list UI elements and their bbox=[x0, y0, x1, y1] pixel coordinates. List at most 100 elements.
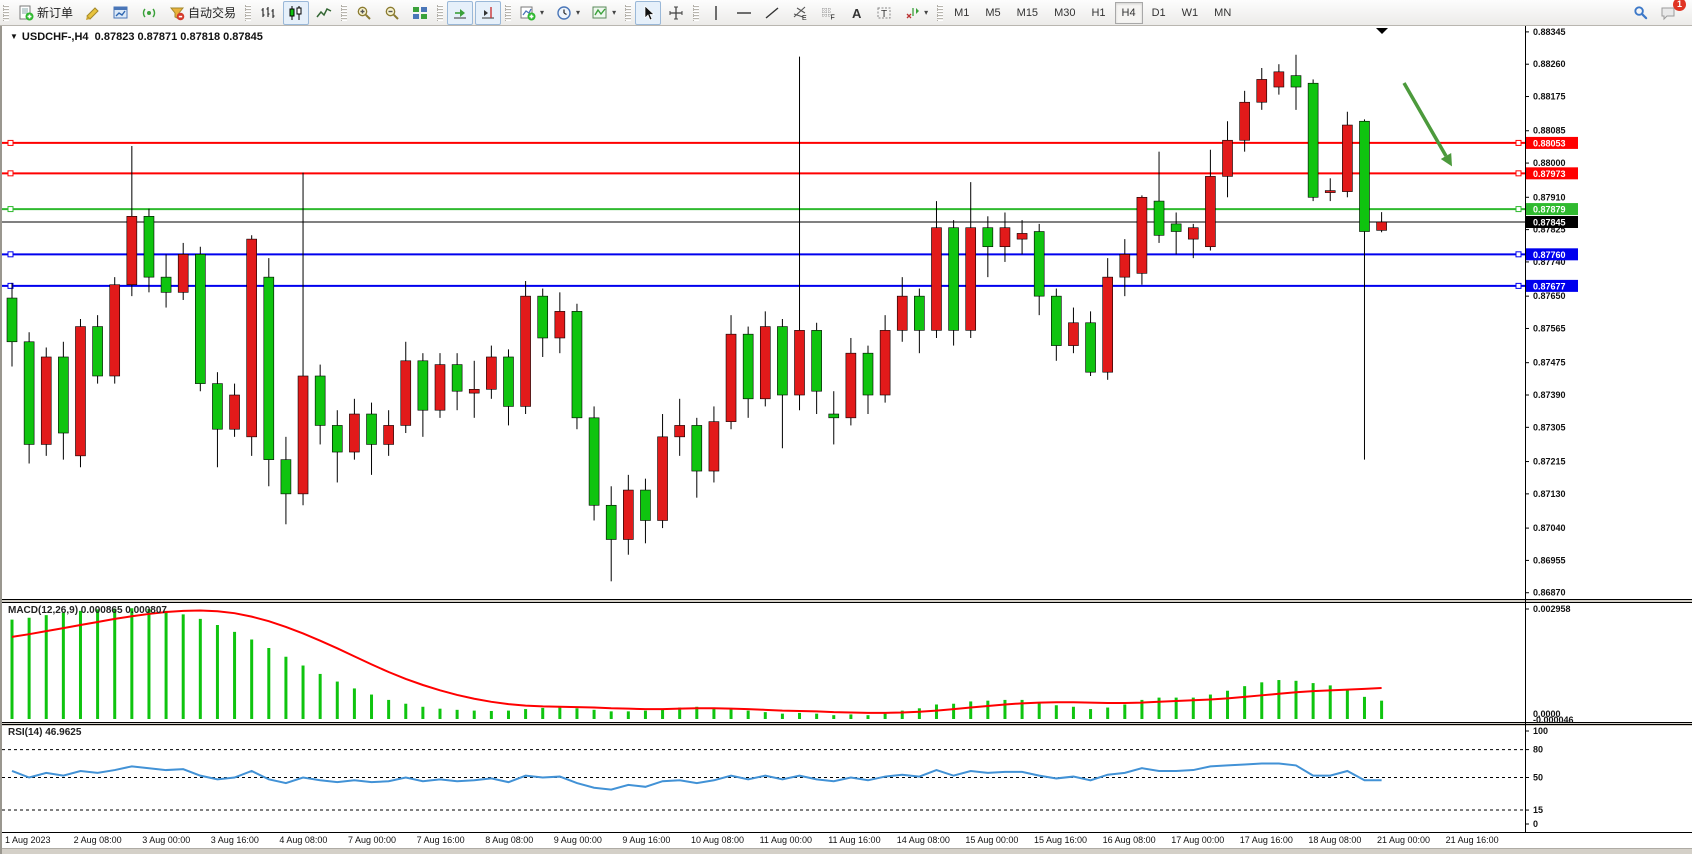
chart-shift-button[interactable] bbox=[475, 0, 502, 25]
candle-body[interactable] bbox=[1068, 322, 1079, 346]
pane-splitter-1[interactable] bbox=[2, 600, 1692, 603]
candle-body[interactable] bbox=[811, 330, 822, 392]
timeframe-m15-button[interactable]: M15 bbox=[1016, 6, 1039, 19]
chevron-down-icon[interactable]: ▾ bbox=[576, 8, 581, 17]
candle-body[interactable] bbox=[845, 352, 857, 419]
candle-body[interactable] bbox=[246, 238, 257, 438]
candle-body[interactable] bbox=[862, 352, 874, 396]
candle-body[interactable] bbox=[725, 333, 737, 422]
candle-body[interactable] bbox=[1033, 231, 1045, 297]
candle-body[interactable] bbox=[366, 413, 377, 445]
chat-button[interactable]: 1 bbox=[1655, 0, 1686, 25]
candle-body[interactable] bbox=[999, 227, 1011, 248]
candle-body[interactable] bbox=[314, 375, 326, 426]
candlestick-chart-button[interactable] bbox=[283, 0, 310, 25]
scrollbar-strip[interactable] bbox=[2, 848, 1692, 854]
trend-arrow-head[interactable] bbox=[1440, 153, 1452, 167]
candle-body[interactable] bbox=[349, 413, 360, 453]
tile-windows-button[interactable] bbox=[407, 1, 433, 25]
timeframe-w1-button[interactable]: W1 bbox=[1181, 6, 1199, 19]
candle-body[interactable] bbox=[58, 356, 69, 434]
candle-body[interactable] bbox=[1290, 75, 1302, 88]
candle-body[interactable] bbox=[1119, 254, 1131, 278]
candle-body[interactable] bbox=[1324, 190, 1336, 193]
candle-body[interactable] bbox=[1273, 71, 1285, 88]
vline-button[interactable] bbox=[703, 1, 729, 25]
candle-body[interactable] bbox=[126, 216, 138, 286]
candle-body[interactable] bbox=[417, 360, 429, 411]
candle-body[interactable] bbox=[177, 254, 189, 293]
candle-body[interactable] bbox=[331, 425, 343, 453]
autotrade-button[interactable]: 自动交易 bbox=[164, 1, 241, 25]
timeframe-h1-button[interactable]: H1 bbox=[1091, 6, 1106, 19]
candle-body[interactable] bbox=[1016, 233, 1028, 240]
candle-body[interactable] bbox=[588, 417, 600, 506]
line-chart-button[interactable] bbox=[311, 1, 337, 25]
signals-button[interactable] bbox=[136, 1, 162, 25]
candle-body[interactable] bbox=[982, 227, 994, 248]
timeframe-m30-button[interactable]: M30 bbox=[1054, 6, 1076, 19]
candle-body[interactable] bbox=[828, 413, 840, 419]
candle-body[interactable] bbox=[434, 364, 446, 411]
candle-body[interactable] bbox=[451, 364, 463, 392]
candle-body[interactable] bbox=[657, 436, 668, 521]
bar-chart-button[interactable] bbox=[255, 1, 281, 25]
crosshair-button[interactable] bbox=[663, 1, 689, 25]
candle-body[interactable] bbox=[1359, 120, 1370, 232]
toolbar-drag-handle[interactable] bbox=[3, 4, 9, 21]
candle-body[interactable] bbox=[1051, 295, 1062, 346]
candle-body[interactable] bbox=[263, 276, 275, 460]
candle-body[interactable] bbox=[280, 459, 292, 495]
candle-body[interactable] bbox=[1256, 79, 1268, 103]
candle-body[interactable] bbox=[229, 394, 240, 430]
candle-body[interactable] bbox=[468, 389, 480, 394]
resistance-1-handle-right[interactable] bbox=[1515, 139, 1522, 146]
candle-body[interactable] bbox=[160, 276, 172, 293]
equidistant-button[interactable]: F bbox=[815, 1, 841, 25]
open-chart-button[interactable] bbox=[108, 1, 134, 25]
candle-body[interactable] bbox=[777, 326, 788, 396]
candle-body[interactable] bbox=[896, 295, 908, 331]
chart-canvas[interactable]: 0.883450.882600.881750.880850.880000.879… bbox=[2, 26, 1692, 854]
support-green-handle-right[interactable] bbox=[1515, 206, 1522, 213]
timeframe-h4-button[interactable]: H4 bbox=[1114, 1, 1143, 24]
candle-body[interactable] bbox=[92, 326, 103, 377]
support-blue-1-handle-left[interactable] bbox=[7, 251, 14, 258]
candle-body[interactable] bbox=[383, 425, 394, 445]
candle-body[interactable] bbox=[571, 311, 583, 419]
candle-body[interactable] bbox=[23, 341, 35, 445]
timeframe-m1-button[interactable]: M1 bbox=[954, 6, 970, 19]
candle-body[interactable] bbox=[1342, 124, 1353, 192]
candle-body[interactable] bbox=[1102, 276, 1113, 373]
candle-body[interactable] bbox=[1187, 227, 1199, 240]
shapes-button[interactable]: ▾ bbox=[899, 1, 933, 25]
candle-body[interactable] bbox=[879, 330, 891, 396]
trend-arrow-annotation[interactable] bbox=[1402, 82, 1448, 157]
chevron-down-icon[interactable]: ▾ bbox=[924, 8, 929, 17]
chevron-down-icon[interactable]: ▾ bbox=[612, 8, 617, 17]
candle-body[interactable] bbox=[212, 383, 223, 430]
search-button[interactable] bbox=[1628, 1, 1653, 25]
candle-body[interactable] bbox=[742, 333, 754, 400]
support-green-handle-left[interactable] bbox=[7, 206, 14, 213]
collapse-triangle-icon[interactable]: ▼ bbox=[10, 32, 18, 41]
candle-body[interactable] bbox=[520, 295, 531, 407]
candle-body[interactable] bbox=[297, 375, 309, 495]
candle-body[interactable] bbox=[708, 421, 720, 472]
templates-button[interactable]: ▾ bbox=[587, 1, 621, 25]
candle-body[interactable] bbox=[75, 326, 86, 457]
chevron-down-icon[interactable]: ▾ bbox=[540, 8, 545, 17]
candle-body[interactable] bbox=[1376, 221, 1387, 231]
zoom-out-button[interactable] bbox=[379, 1, 405, 25]
candle-body[interactable] bbox=[1222, 139, 1233, 177]
indicators-button[interactable]: ▾ bbox=[515, 1, 549, 25]
candle-body[interactable] bbox=[1136, 196, 1148, 274]
support-blue-1-handle-right[interactable] bbox=[1515, 251, 1522, 258]
candle-body[interactable] bbox=[486, 356, 497, 390]
candle-body[interactable] bbox=[965, 227, 977, 331]
candle-body[interactable] bbox=[640, 489, 651, 521]
resistance-1-handle-left[interactable] bbox=[7, 139, 14, 146]
candle-body[interactable] bbox=[537, 295, 549, 339]
candle-body[interactable] bbox=[691, 425, 703, 472]
new-order-button[interactable]: 新订单 bbox=[13, 1, 78, 25]
